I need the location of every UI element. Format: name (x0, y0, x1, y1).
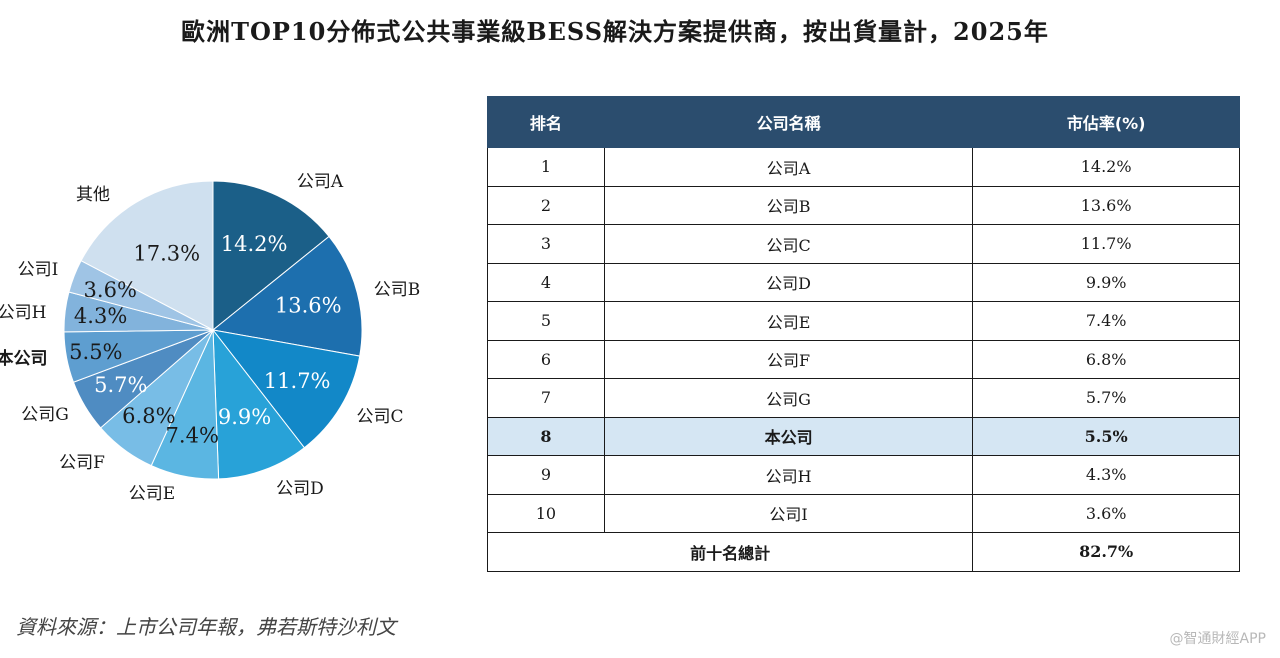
header-rank: 排名 (487, 96, 605, 148)
pie-percent-label: 4.3% (74, 304, 127, 328)
pie-category-label: 其他 (76, 185, 110, 205)
cell-share: 5.5% (972, 416, 1240, 456)
pie-slice (211, 235, 363, 357)
header-company: 公司名稱 (603, 96, 974, 148)
watermark: @智通財經APP (1169, 631, 1266, 647)
cell-share: 7.4% (972, 301, 1240, 341)
cell-company: 公司G (603, 378, 974, 418)
chart-title: 歐洲TOP10分佈式公共事業級BESS解決方案提供商，按出貨量計，2025年 (181, 17, 1049, 46)
cell-rank: 2 (487, 185, 605, 225)
pie-percent-label: 3.6% (84, 278, 137, 302)
source-note: 資料來源：上市公司年報，弗若斯特沙利文 (16, 615, 396, 639)
pie-slice (212, 180, 330, 332)
table-total-row: 前十名總計 82.7% (486, 532, 1240, 572)
pie-chart: 14.2% 13.6% 11.7% 9.9%7.4%6.8% 5.7% 5.5% 4.3%3… (0, 172, 421, 504)
cell-company: 公司H (603, 455, 974, 495)
pie-slice (80, 180, 214, 331)
pie-percent-label: 14.2% (221, 232, 288, 256)
cell-share: 5.7% (972, 378, 1240, 418)
pie-category-label: 公司A (297, 172, 344, 192)
pie-percent-label: 6.8% (122, 404, 175, 428)
pie-category-label: 公司C (356, 407, 403, 427)
cell-rank: 5 (487, 301, 605, 341)
table-row: 6 公司F 6.8% (487, 339, 1240, 379)
table-row: 7 公司G 5.7% (487, 378, 1240, 418)
pie-category-label: 公司F (59, 453, 105, 473)
header-share: 市佔率(%) (972, 96, 1240, 148)
cell-rank: 7 (487, 378, 605, 418)
pie-percent-label: 5.5% (69, 340, 122, 364)
pie-percent-label: 7.4% (166, 423, 219, 447)
total-label: 前十名總計 (486, 532, 974, 572)
pie-percent-label: 11.7% (264, 369, 331, 393)
cell-company: 公司C (603, 224, 974, 264)
pie-percent-label: 13.6% (275, 294, 342, 318)
cell-share: 9.9% (972, 262, 1240, 302)
cell-rank: 8 (487, 416, 605, 456)
table-row: 9 公司H 4.3% (487, 455, 1240, 495)
pie-category-label: 公司H (0, 303, 46, 323)
cell-company: 本公司 (603, 416, 974, 456)
total-value: 82.7% (972, 532, 1240, 572)
pie-category-label: 本公司 (0, 348, 48, 369)
cell-share: 4.3% (972, 455, 1240, 495)
table-row: 5 公司E 7.4% (487, 301, 1240, 341)
cell-company: 公司D (603, 262, 974, 302)
cell-share: 14.2% (972, 147, 1240, 187)
pie-category-label: 公司G (21, 405, 69, 425)
cell-share: 13.6% (972, 185, 1240, 225)
cell-rank: 1 (487, 147, 605, 187)
cell-rank: 6 (487, 339, 605, 379)
cell-rank: 10 (487, 493, 605, 533)
cell-share: 6.8% (972, 339, 1240, 379)
cell-rank: 9 (487, 455, 605, 495)
cell-company: 公司B (603, 185, 974, 225)
cell-rank: 3 (487, 224, 605, 264)
pie-category-label: 公司D (276, 479, 324, 499)
table-row: 1 公司A 14.2% (487, 147, 1240, 187)
pie-category-label: 公司B (374, 280, 421, 300)
pie-percent-label: 9.9% (218, 405, 271, 429)
pie-category-label: 公司I (18, 260, 59, 280)
table-row: 3 公司C 11.7% (487, 224, 1240, 264)
table-row: 10 公司I 3.6% (487, 493, 1240, 533)
table-row: 2 公司B 13.6% (487, 185, 1240, 225)
pie-slice (211, 329, 361, 449)
table-header-row: 排名 公司名稱 市佔率(%) (487, 96, 1240, 148)
cell-company: 公司F (603, 339, 974, 379)
ranking-table: 排名 公司名稱 市佔率(%) 1 公司A 14.2% 2 公司B 13.6% 3 公司C 11.… (486, 96, 1240, 572)
pie-slice (212, 328, 306, 480)
cell-company: 公司A (603, 147, 974, 187)
cell-company: 公司E (603, 301, 974, 341)
pie-category-label: 公司E (129, 484, 175, 504)
table-row: 4 公司D 9.9% (487, 262, 1240, 302)
cell-company: 公司I (603, 493, 974, 533)
cell-share: 3.6% (972, 493, 1240, 533)
pie-percent-label: 17.3% (133, 241, 200, 265)
cell-share: 11.7% (972, 224, 1240, 264)
cell-rank: 4 (487, 262, 605, 302)
pie-percent-label: 5.7% (94, 373, 147, 397)
table-row: 8 本公司 5.5% (487, 416, 1240, 456)
